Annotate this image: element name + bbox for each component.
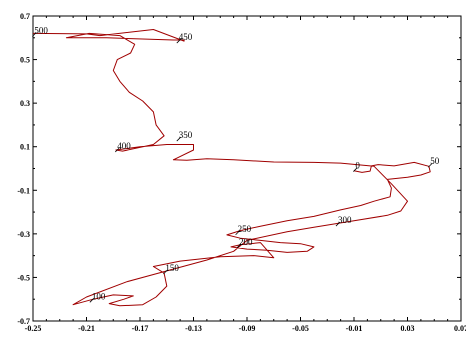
y-tick-label: 0.7: [20, 12, 30, 21]
point-label: 500: [34, 26, 48, 36]
point-label: 150: [165, 263, 179, 273]
point-marker: [427, 162, 433, 168]
point-label: 200: [239, 237, 253, 247]
plot-frame: [32, 15, 462, 322]
point-label: 250: [238, 224, 252, 234]
point-label: 400: [117, 141, 131, 151]
point-marker: [335, 221, 341, 227]
x-tick-label: -0.17: [132, 324, 149, 333]
x-tick-label: -0.21: [78, 324, 95, 333]
point-label: 0: [355, 161, 360, 171]
x-tick-label: 0.07: [454, 324, 466, 333]
point-marker: [176, 38, 182, 44]
x-tick-label: -0.05: [292, 324, 309, 333]
y-tick-label: -0.7: [17, 317, 30, 326]
series-layer: [32, 29, 431, 307]
point-label: 350: [179, 130, 193, 140]
y-tick-label: -0.3: [17, 230, 30, 239]
point-label: 50: [430, 156, 440, 166]
point-marker: [353, 167, 358, 172]
point-marker: [89, 298, 95, 303]
point-marker: [32, 32, 37, 37]
point-marker: [235, 230, 240, 236]
x-tick-label: -0.13: [185, 324, 202, 333]
x-tick-label: 0.03: [401, 324, 415, 333]
y-tick-label: -0.1: [17, 186, 30, 195]
y-tick-label: 0.1: [20, 143, 30, 152]
y-tick-label: 0.3: [20, 99, 30, 108]
y-tick-label: -0.5: [17, 273, 30, 282]
x-tick-label: -0.09: [239, 324, 256, 333]
point-label: 300: [338, 215, 352, 225]
axes: -0.25 -0.21 -0.17 -0.13 -0.09 -0.05 -0.01 0.03 0…: [17, 12, 466, 333]
point-marker: [236, 243, 242, 249]
point-marker: [163, 269, 168, 275]
series-line-0: [32, 29, 431, 307]
point-label: 100: [92, 291, 106, 301]
x-tick-label: -0.25: [25, 324, 42, 333]
point-marker: [176, 136, 182, 142]
point-label: 450: [179, 32, 193, 42]
x-tick-label: -0.01: [346, 324, 363, 333]
point-marker: [114, 147, 120, 153]
y-tick-label: 0.5: [20, 56, 30, 65]
point-labels-layer: 0 50 100 150 200 250 300 350 400 450 500: [32, 26, 440, 303]
